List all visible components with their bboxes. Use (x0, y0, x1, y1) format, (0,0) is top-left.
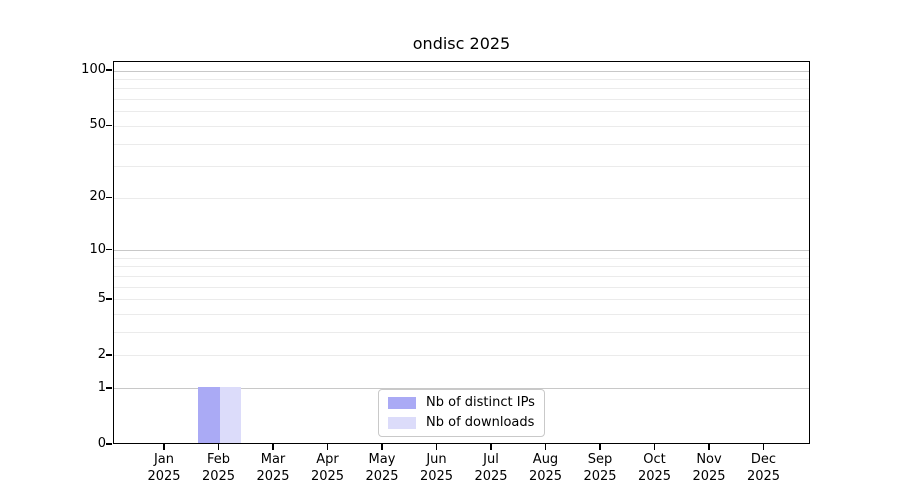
gridline-minor (114, 143, 809, 145)
x-axis-tick (163, 444, 165, 450)
y-tick-label: 10 (89, 241, 106, 257)
y-axis-tick (106, 354, 112, 356)
y-tick-label: 2 (97, 346, 106, 362)
y-axis-tick (106, 387, 112, 389)
y-axis-tick (106, 443, 112, 445)
x-axis-tick (599, 444, 601, 450)
gridline-major (114, 388, 809, 390)
x-axis-tick (762, 444, 765, 450)
gridline-minor (114, 266, 809, 268)
bar-distinct-ips (198, 386, 220, 443)
legend-label-downloads: Nb of downloads (426, 415, 535, 430)
gridline-minor (114, 99, 809, 101)
x-tick-label-oct: Oct 2025 (637, 452, 672, 484)
y-axis-tick (106, 248, 112, 251)
gridline-minor (114, 197, 809, 199)
plot-inner (114, 62, 809, 443)
gridline-minor (114, 314, 809, 316)
y-tick-label: 100 (81, 62, 106, 78)
x-axis-tick (272, 444, 274, 450)
x-tick-label-aug: Aug 2025 (528, 452, 563, 484)
x-axis-tick (326, 444, 329, 450)
gridline-minor (114, 332, 809, 334)
x-axis-tick (544, 444, 547, 450)
x-tick-label-sep: Sep 2025 (583, 452, 617, 484)
plot-area (113, 61, 810, 444)
x-tick-label-nov: Nov 2025 (692, 452, 726, 484)
y-tick-label: 1 (97, 379, 106, 395)
gridline-minor (114, 166, 809, 168)
x-tick-label-may: May 2025 (365, 452, 399, 484)
x-axis-tick (381, 444, 383, 450)
gridline-minor (114, 125, 809, 127)
x-axis-tick (708, 444, 710, 450)
y-axis-tick (106, 69, 112, 71)
x-axis-tick (217, 444, 220, 450)
y-tick-label: 0 (97, 436, 106, 451)
x-tick-label-apr: Apr 2025 (310, 452, 345, 484)
x-axis-tick (490, 444, 492, 450)
legend-swatch-distinct-ips (388, 397, 416, 409)
gridline-minor (114, 276, 809, 278)
x-tick-label-dec: Dec 2025 (746, 452, 781, 484)
legend: Nb of distinct IPs Nb of downloads (378, 389, 545, 437)
bar-downloads (219, 386, 241, 443)
y-axis-tick (106, 124, 112, 127)
y-tick-label: 50 (89, 117, 106, 133)
y-tick-label: 5 (97, 290, 106, 306)
y-axis-tick (106, 298, 112, 300)
legend-entry-downloads: Nb of downloads (388, 415, 535, 431)
legend-label-distinct-ips: Nb of distinct IPs (426, 395, 535, 410)
y-axis-tick (106, 196, 112, 199)
x-axis-tick (435, 444, 438, 450)
legend-swatch-downloads (388, 417, 416, 429)
gridline-major (114, 250, 809, 252)
gridline-minor (114, 286, 809, 288)
x-tick-label-jun: Jun 2025 (419, 452, 454, 484)
x-tick-label-jul: Jul 2025 (474, 452, 508, 484)
gridline-minor (114, 79, 809, 81)
x-tick-label-feb: Feb 2025 (201, 452, 236, 484)
x-tick-label-jan: Jan 2025 (147, 452, 181, 484)
gridline-minor (114, 111, 809, 113)
legend-entry-distinct-ips: Nb of distinct IPs (388, 395, 535, 411)
gridline-minor (114, 299, 809, 301)
gridline-minor (114, 355, 809, 357)
x-tick-label-mar: Mar 2025 (256, 452, 290, 484)
y-tick-label: 20 (89, 189, 106, 205)
gridline-minor (114, 88, 809, 90)
gridline-major (114, 70, 809, 72)
chart-title: ondisc 2025 (412, 34, 511, 53)
gridline-minor (114, 257, 809, 259)
x-axis-tick (653, 444, 656, 450)
